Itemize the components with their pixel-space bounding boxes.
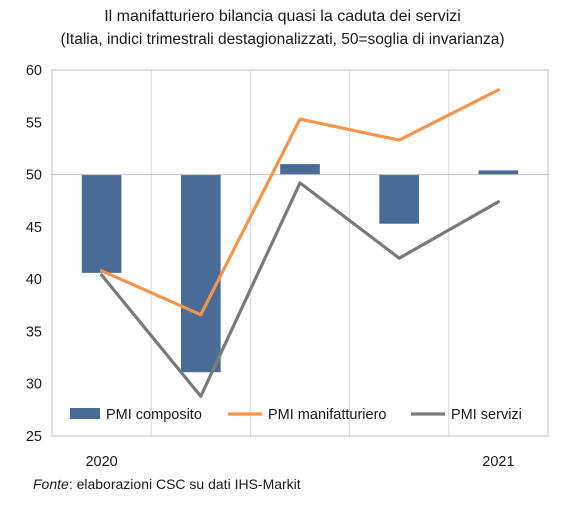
y-tick-label: 55 <box>26 115 42 131</box>
line-pmi-servizi <box>99 181 500 398</box>
chart-title: Il manifatturiero bilancia quasi la cadu… <box>104 8 461 25</box>
bar-pmi-composito <box>379 174 420 224</box>
y-tick-label: 45 <box>26 220 42 236</box>
y-tick-label: 40 <box>26 272 42 288</box>
source-note: Fonte: elaborazioni CSC su dati IHS-Mark… <box>33 476 301 492</box>
bar-pmi-composito <box>81 174 122 273</box>
bar-pmi-composito <box>478 170 519 175</box>
y-tick-label: 35 <box>26 324 42 340</box>
y-tick-label: 25 <box>26 429 42 445</box>
plot-border <box>51 69 549 437</box>
bar-pmi-composito <box>180 174 221 373</box>
legend-swatch-pmi-composito <box>70 408 100 419</box>
y-tick-label: 60 <box>26 63 42 79</box>
bar-pmi-composito <box>280 164 320 175</box>
source-text: : elaborazioni CSC su dati IHS-Markit <box>68 476 301 492</box>
legend-label-pmi-composito: PMI composito <box>106 407 202 423</box>
x-tick-label: 2020 <box>85 454 117 470</box>
source-label: Fonte <box>33 476 69 492</box>
y-tick-label: 50 <box>26 168 42 184</box>
legend-label-pmi-servizi: PMI servizi <box>451 407 522 423</box>
line-pmi-manifatturiero <box>99 88 500 317</box>
chart-subtitle: (Italia, indici trimestrali destagionali… <box>60 31 505 48</box>
legend-label-pmi-manifatturiero: PMI manifatturiero <box>268 407 386 423</box>
y-tick-label: 30 <box>26 377 42 393</box>
x-tick-label: 2021 <box>482 454 514 470</box>
